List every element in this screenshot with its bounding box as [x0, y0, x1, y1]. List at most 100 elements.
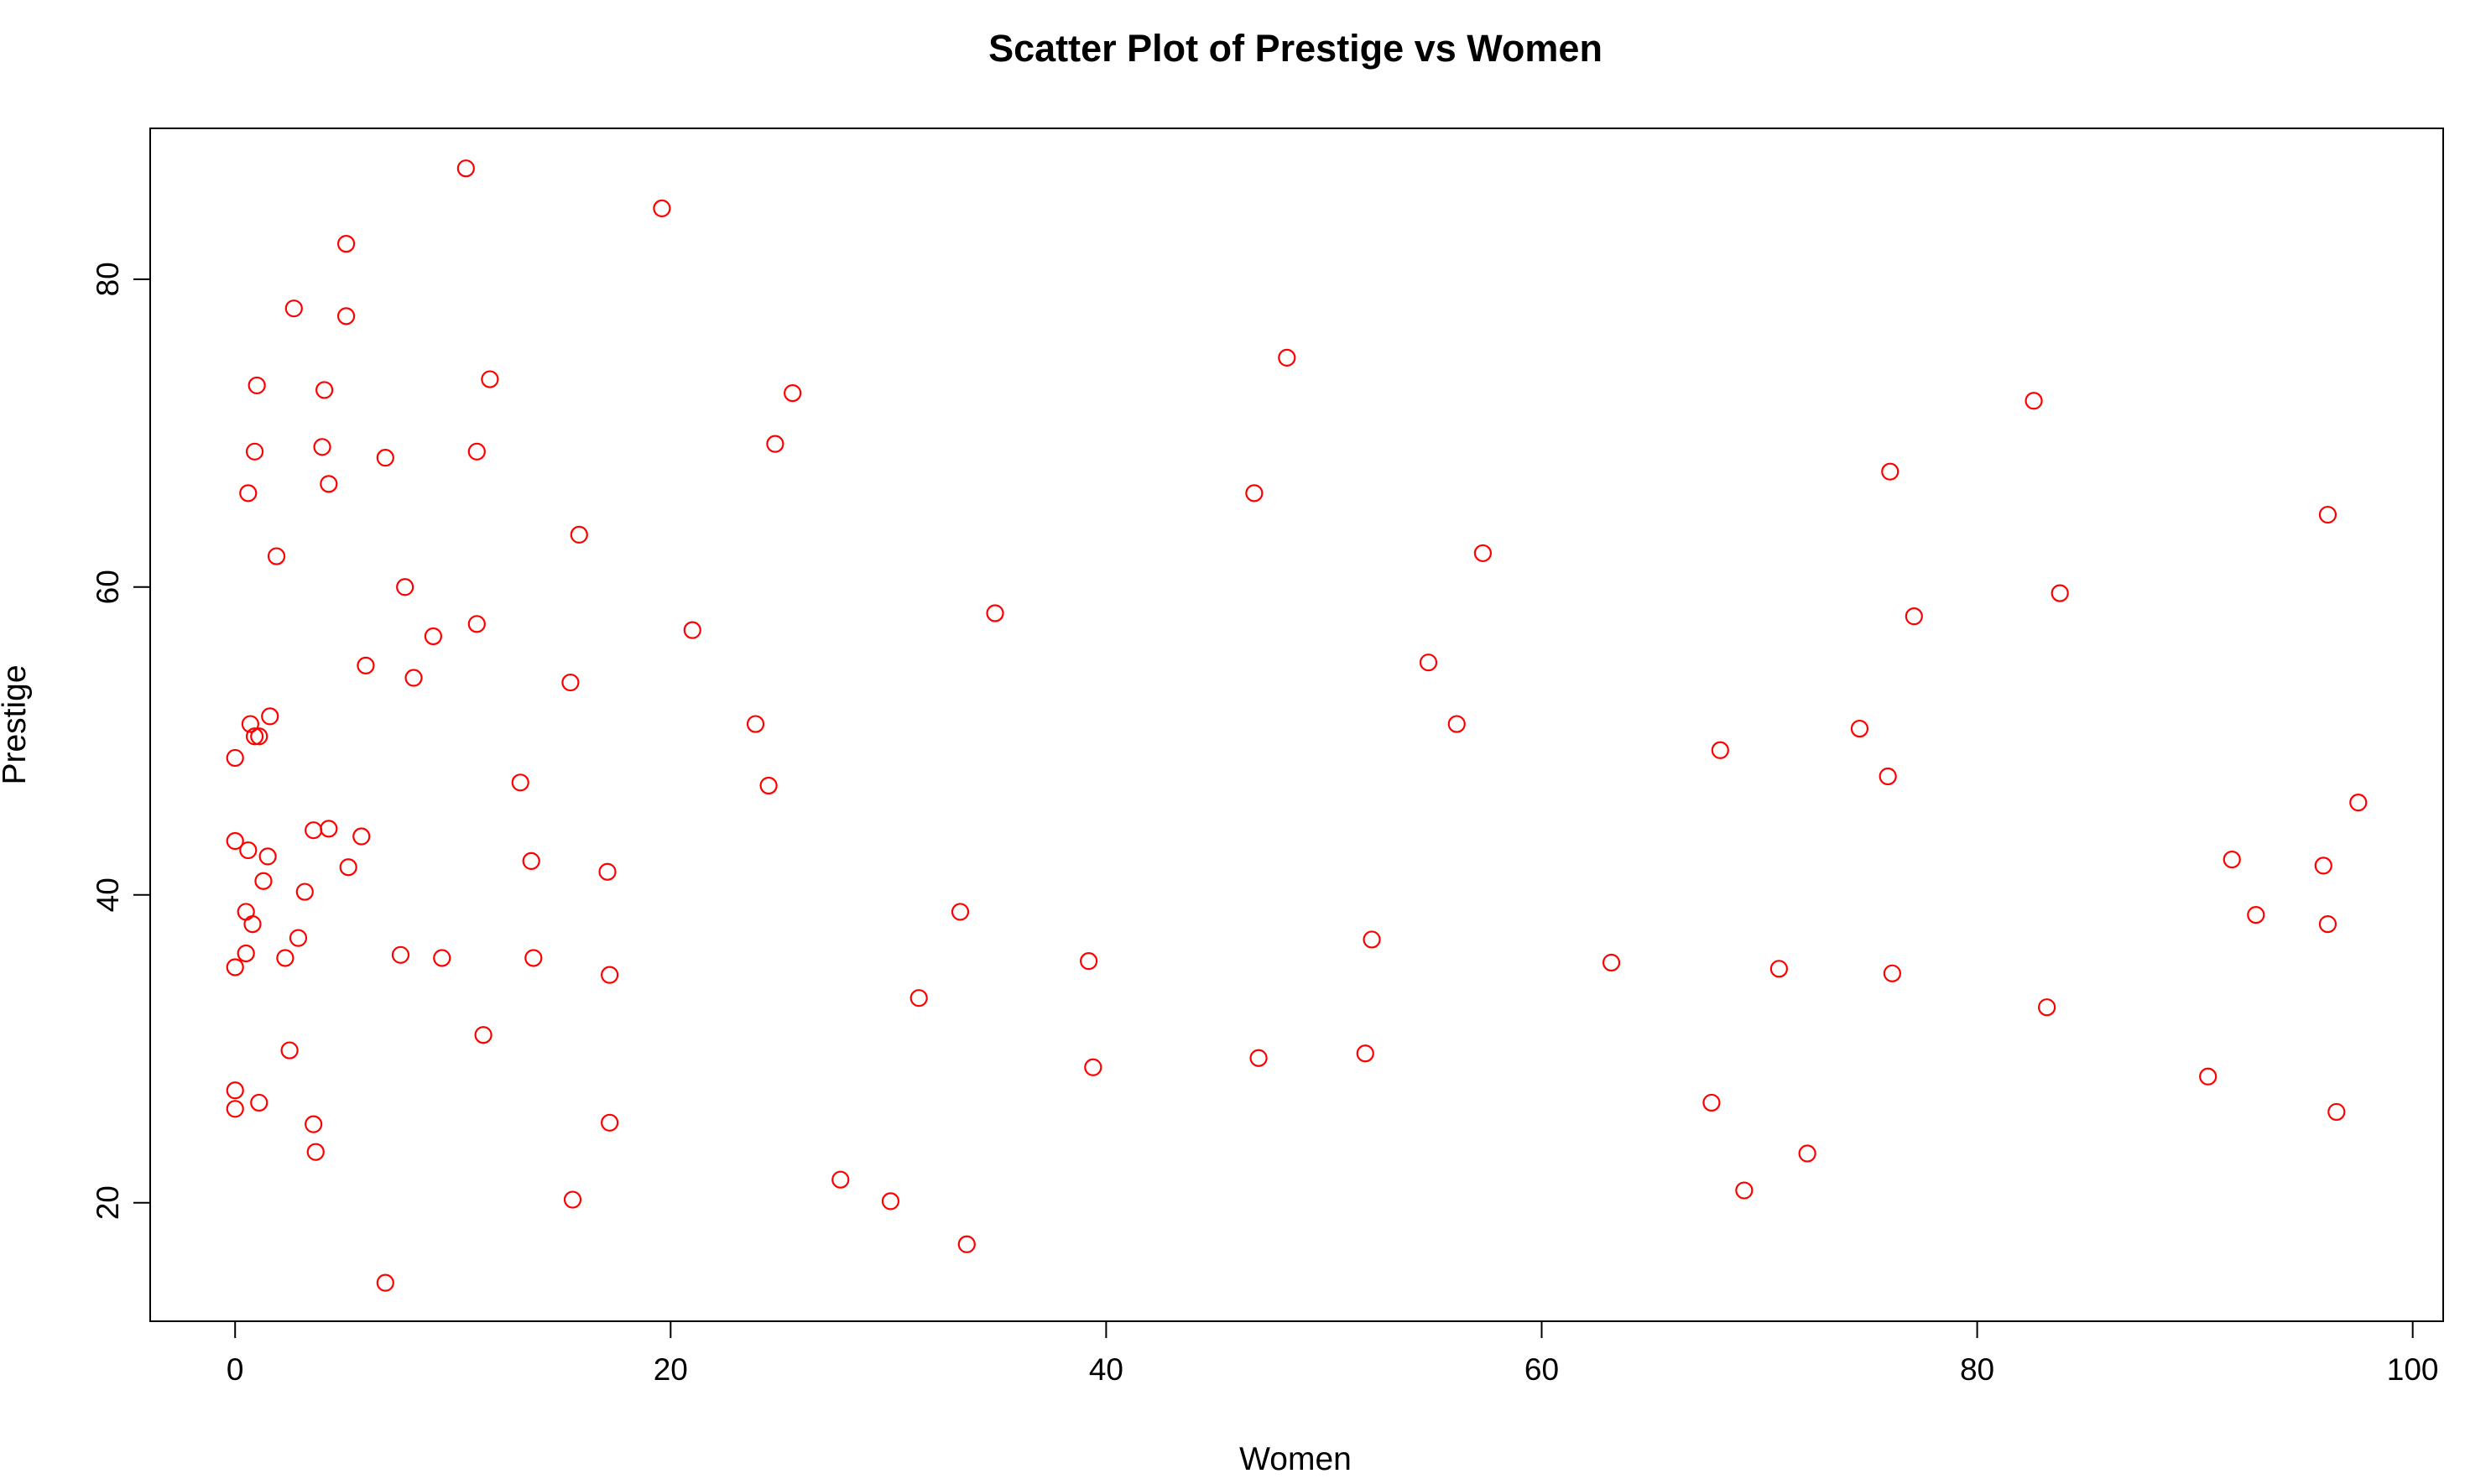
- data-point: [563, 1190, 582, 1209]
- data-point: [357, 656, 375, 674]
- x-tick-label: 40: [1089, 1352, 1123, 1387]
- data-point: [1883, 964, 1901, 982]
- data-point: [2051, 584, 2069, 602]
- data-point: [239, 841, 258, 860]
- data-point: [831, 1170, 850, 1189]
- x-tick-label: 100: [2387, 1352, 2439, 1387]
- data-point: [522, 851, 540, 870]
- data-point: [404, 669, 423, 687]
- data-point: [250, 727, 268, 746]
- data-point: [2038, 998, 2056, 1017]
- data-point: [1905, 607, 1923, 626]
- data-point: [237, 903, 255, 921]
- data-point: [2247, 906, 2265, 924]
- data-point: [226, 1081, 244, 1100]
- data-point: [250, 1093, 268, 1112]
- data-point: [254, 872, 273, 890]
- data-point: [280, 1041, 299, 1060]
- data-point: [598, 862, 617, 881]
- x-tick-label: 80: [1960, 1352, 1994, 1387]
- x-axis: 0 20 40 60 80 100: [227, 1320, 2439, 1387]
- data-point: [1363, 930, 1381, 949]
- x-tick-label: 20: [654, 1352, 688, 1387]
- data-point: [1278, 348, 1296, 367]
- data-point: [424, 627, 443, 646]
- data-point: [524, 949, 543, 967]
- data-point: [601, 1113, 619, 1132]
- data-point: [951, 903, 970, 921]
- x-axis-label: Women: [1239, 1441, 1352, 1477]
- data-point: [239, 484, 258, 502]
- data-point: [248, 376, 266, 395]
- data-point: [2349, 794, 2368, 812]
- data-point: [957, 1235, 976, 1253]
- data-point: [2318, 915, 2337, 934]
- data-point: [1249, 1049, 1268, 1067]
- data-point: [313, 438, 331, 456]
- data-point: [339, 858, 357, 877]
- data-point: [1850, 719, 1869, 738]
- data-point: [467, 442, 486, 461]
- y-tick-label: 20: [91, 1185, 125, 1220]
- data-point: [305, 821, 323, 840]
- data-point: [245, 442, 264, 461]
- data-point: [226, 831, 244, 851]
- data-point: [881, 1192, 900, 1211]
- plot-frame: [149, 128, 2444, 1322]
- y-tick-label: 80: [91, 262, 125, 296]
- data-point: [245, 727, 264, 746]
- x-tick-label: 0: [227, 1352, 244, 1387]
- data-point: [2314, 857, 2332, 875]
- data-point: [376, 1273, 394, 1292]
- data-point: [1084, 1058, 1102, 1076]
- y-axis: 20 40 60 80: [91, 262, 151, 1220]
- data-point: [1879, 767, 1897, 786]
- data-point: [1769, 960, 1788, 978]
- y-tick-label: 40: [91, 877, 125, 912]
- data-point: [1798, 1144, 1816, 1163]
- data-point: [226, 1100, 244, 1118]
- data-point: [474, 1026, 492, 1044]
- data-point: [376, 449, 394, 467]
- data-point: [561, 673, 580, 692]
- data-point: [391, 945, 410, 964]
- data-point: [2327, 1102, 2346, 1122]
- data-point: [258, 847, 277, 866]
- data-point: [2223, 850, 2241, 869]
- data-point: [759, 776, 778, 795]
- data-point: [433, 949, 451, 967]
- data-point: [305, 1115, 323, 1133]
- data-point: [336, 235, 356, 253]
- y-tick-label: 60: [91, 570, 125, 604]
- data-point: [276, 949, 294, 967]
- data-point: [481, 370, 499, 388]
- data-point: [289, 929, 308, 947]
- data-point: [306, 1143, 325, 1161]
- data-point: [1245, 484, 1264, 502]
- chart-title: Scatter Plot of Prestige vs Women: [988, 27, 1603, 70]
- data-point: [986, 604, 1004, 622]
- data-point: [320, 475, 338, 493]
- data-point: [241, 715, 259, 733]
- data-point: [243, 915, 262, 934]
- data-point: [336, 307, 356, 325]
- data-points: [226, 159, 2368, 1292]
- data-point: [237, 944, 255, 963]
- data-point: [396, 578, 414, 596]
- data-point: [456, 159, 475, 178]
- data-point: [295, 883, 314, 901]
- data-point: [1602, 953, 1621, 972]
- data-point: [284, 299, 303, 318]
- data-point: [570, 525, 588, 544]
- data-point: [746, 715, 765, 733]
- data-point: [683, 621, 701, 639]
- data-point: [315, 381, 334, 399]
- data-point: [1711, 741, 1729, 759]
- data-point: [261, 707, 279, 726]
- data-point: [1419, 653, 1438, 672]
- data-point: [1473, 544, 1493, 563]
- data-point: [1356, 1044, 1374, 1063]
- data-point: [1735, 1181, 1754, 1200]
- data-point: [1881, 462, 1900, 481]
